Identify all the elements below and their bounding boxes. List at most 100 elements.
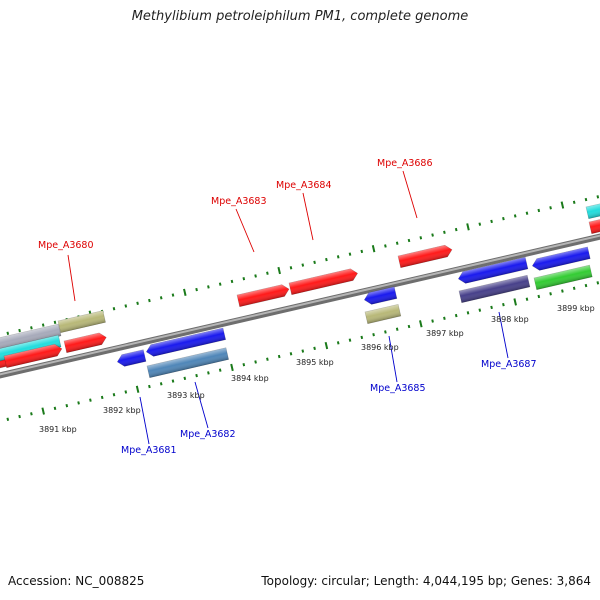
minor-tick — [584, 197, 588, 202]
minor-tick — [348, 252, 352, 256]
major-tick — [324, 341, 329, 350]
minor-tick — [549, 206, 552, 210]
minor-tick — [6, 417, 10, 421]
minor-tick — [443, 230, 446, 235]
minor-tick — [466, 311, 470, 315]
minor-tick — [195, 373, 198, 378]
scale-label: 3898 kbp — [491, 315, 529, 324]
minor-tick — [112, 307, 116, 311]
minor-tick — [454, 313, 458, 318]
major-tick — [41, 407, 45, 415]
callout-line — [402, 170, 418, 219]
minor-tick — [502, 302, 505, 307]
minor-tick — [195, 287, 198, 292]
minor-tick — [431, 319, 434, 323]
callout-line — [235, 208, 255, 253]
minor-tick — [218, 282, 222, 286]
gene-arrow-blue-a3681 — [116, 349, 147, 367]
minor-tick — [384, 330, 387, 334]
major-tick — [419, 320, 423, 328]
minor-tick — [478, 308, 482, 312]
minor-tick — [431, 233, 434, 237]
callout-line — [139, 396, 150, 445]
gene-arrow-blue-a3682 — [145, 327, 227, 357]
gene-arrow-olive-a3685 — [364, 303, 402, 325]
accession-text: Accession: NC_008825 — [8, 574, 145, 588]
gene-arrow-grey — [0, 323, 62, 352]
minor-tick — [30, 412, 33, 416]
major-tick — [466, 223, 470, 231]
minor-tick — [407, 324, 411, 329]
gene-arrow-red-a3684 — [288, 268, 358, 296]
minor-tick — [336, 255, 340, 259]
minor-tick — [443, 316, 446, 321]
gene-arrow-cyan — [585, 199, 600, 220]
scale-label: 3894 kbp — [231, 374, 269, 383]
major-tick — [183, 288, 187, 296]
minor-tick — [277, 354, 281, 359]
minor-tick — [502, 216, 505, 221]
gene-label: Mpe_A3681 — [121, 445, 177, 456]
gene-arrow-blue — [457, 256, 529, 284]
map-title: Methylibium petroleiphilum PM1, complete… — [131, 9, 469, 24]
gene-arrow-green — [533, 264, 593, 291]
scale-label: 3892 kbp — [103, 406, 141, 415]
minor-tick — [136, 301, 139, 305]
minor-tick — [313, 346, 316, 351]
minor-tick — [171, 293, 175, 297]
gene-arrow-red-a3686 — [397, 244, 453, 269]
minor-tick — [336, 341, 340, 345]
minor-tick — [395, 327, 399, 331]
minor-tick — [572, 200, 576, 204]
minor-tick — [148, 298, 151, 303]
minor-tick — [124, 390, 128, 394]
scale-label: 3893 kbp — [167, 391, 205, 400]
minor-tick — [537, 294, 541, 299]
topology-summary: Topology: circular; Length: 4,044,195 bp… — [261, 574, 591, 588]
gene-arrow-red — [588, 217, 600, 235]
scale-label: 3896 kbp — [361, 343, 399, 352]
scale-labels: 3891 kbp 3892 kbp 3893 kbp 3894 kbp 3895 kbp… — [39, 304, 595, 434]
minor-tick — [183, 376, 187, 381]
minor-tick — [18, 414, 21, 419]
minor-tick — [313, 260, 316, 265]
gene-arrow-red-a3683 — [236, 284, 290, 308]
minor-tick — [41, 323, 45, 327]
minor-tick — [478, 222, 482, 226]
minor-tick — [242, 277, 246, 281]
major-tick — [513, 298, 517, 306]
minor-tick — [384, 244, 387, 248]
gene-label: Mpe_A3687 — [481, 359, 537, 370]
minor-tick — [65, 403, 69, 408]
major-tick — [277, 266, 281, 275]
minor-tick — [254, 360, 257, 364]
gene-label: Mpe_A3682 — [180, 429, 236, 440]
major-tick — [560, 201, 565, 209]
minor-tick — [490, 219, 493, 224]
minor-tick — [6, 331, 10, 335]
scale-label: 3895 kbp — [296, 358, 334, 367]
minor-tick — [301, 349, 305, 353]
minor-tick — [561, 289, 564, 293]
minor-tick — [301, 263, 305, 267]
minor-tick — [30, 326, 33, 330]
minor-tick — [89, 398, 92, 402]
callout-line — [302, 192, 314, 241]
gene-label: Mpe_A3686 — [377, 158, 433, 169]
gene-callouts: Mpe_A3680 Mpe_A3683 Mpe_A3684 Mpe_A3686 Mpe_… — [38, 158, 537, 456]
minor-tick — [100, 395, 104, 400]
minor-tick — [266, 357, 269, 361]
gene-arrow-purple-a3687 — [458, 274, 531, 304]
gene-arrow-red — [63, 332, 107, 354]
minor-tick — [159, 296, 163, 300]
major-tick — [135, 385, 140, 393]
minor-tick — [419, 236, 423, 240]
gene-features — [0, 199, 600, 379]
minor-tick — [289, 352, 293, 356]
gene-label: Mpe_A3683 — [211, 196, 267, 207]
callout-line — [388, 335, 398, 383]
minor-tick — [112, 393, 116, 397]
minor-tick — [454, 227, 458, 232]
minor-tick — [549, 292, 552, 296]
